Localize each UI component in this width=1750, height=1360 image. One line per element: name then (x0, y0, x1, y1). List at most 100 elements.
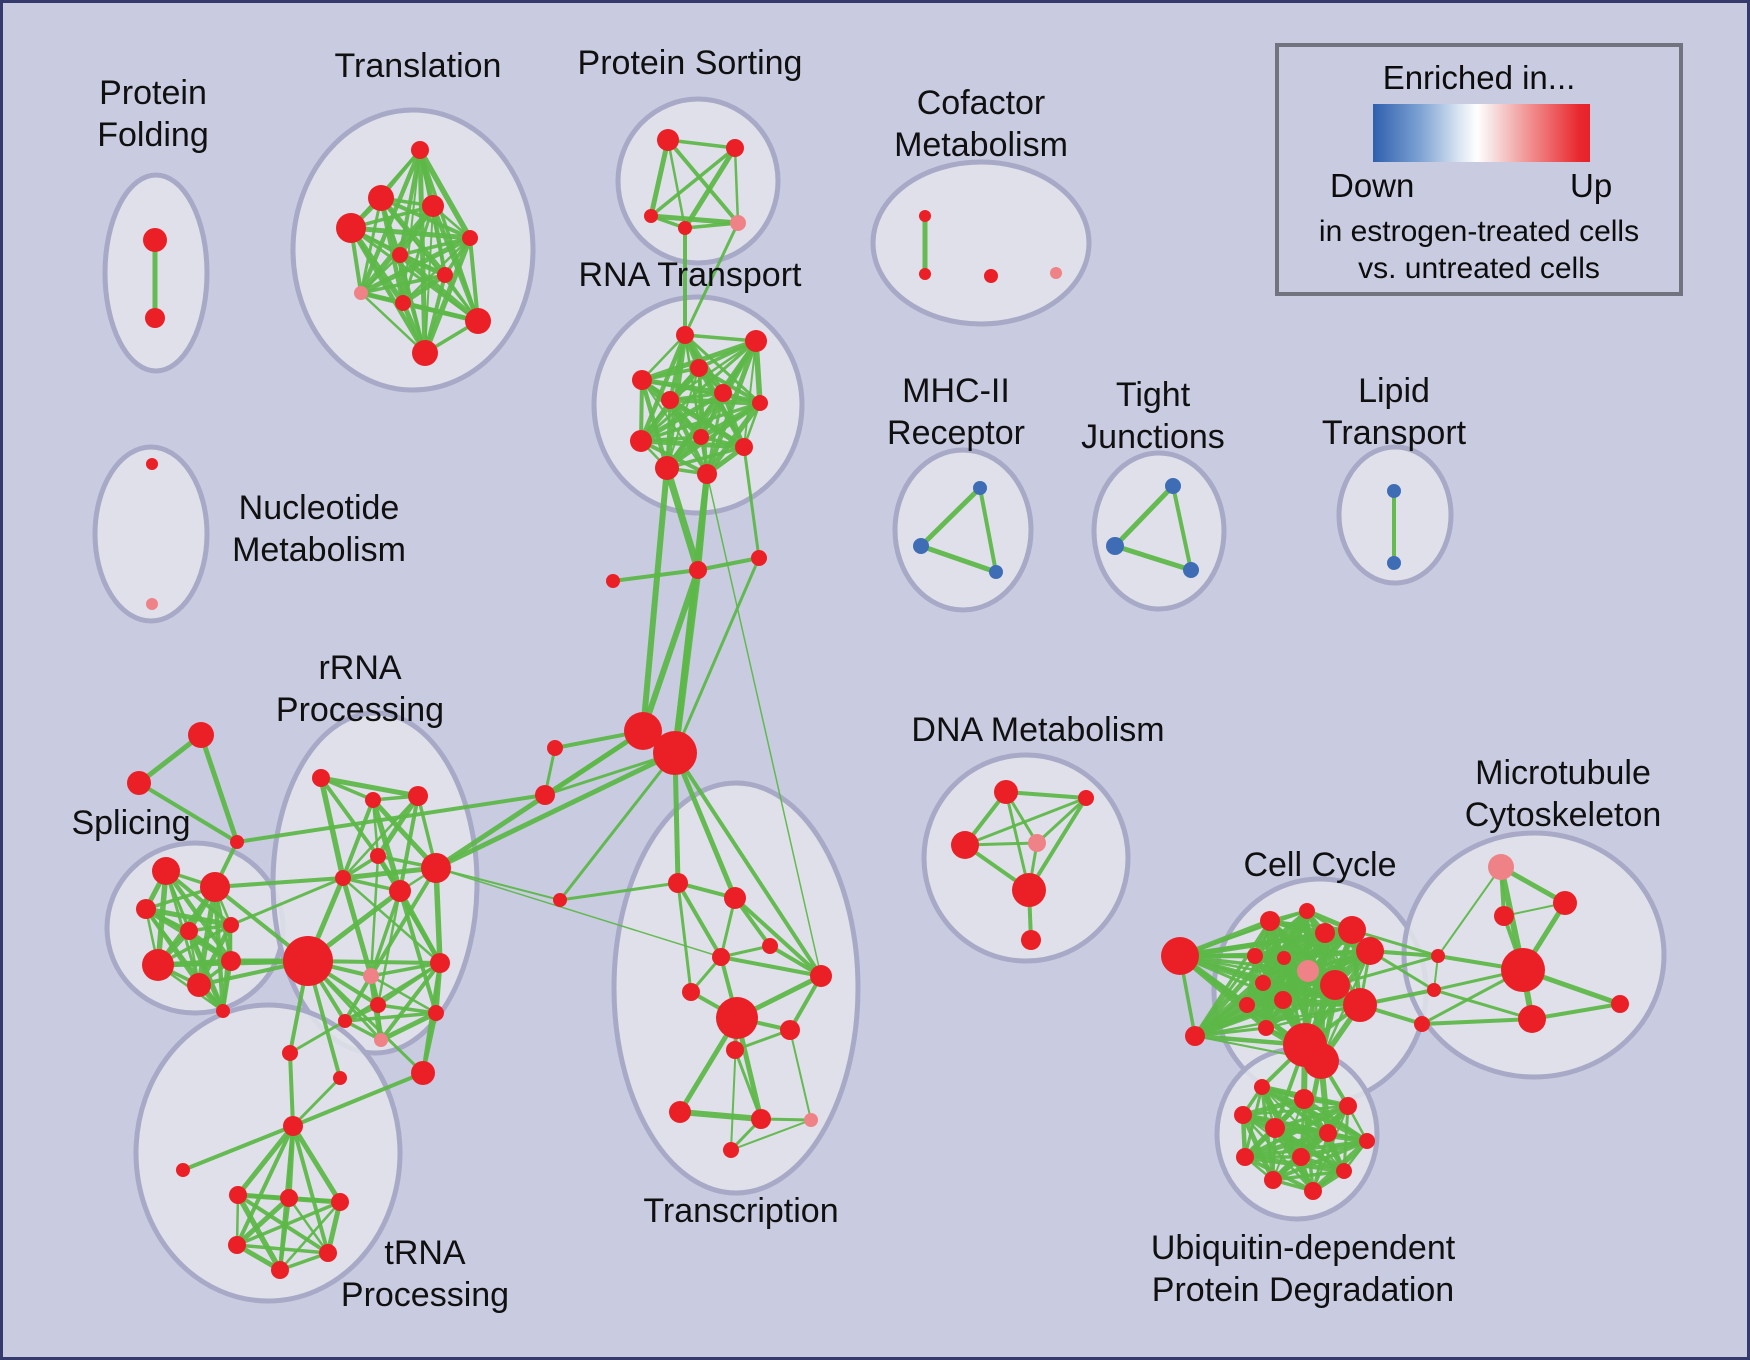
network-node (1299, 903, 1315, 919)
cluster-ellipse-mhc-ii-receptor (892, 447, 1034, 613)
network-edge (370, 797, 439, 871)
network-edge (468, 236, 480, 323)
cluster-label-rrna-processing: rRNA Processing (276, 649, 444, 729)
network-edge (136, 732, 204, 786)
network-node (354, 286, 368, 300)
network-edge (288, 1051, 295, 1128)
network-edge (704, 400, 763, 477)
cluster-label-cell-cycle: Cell Cycle (1243, 846, 1396, 884)
network-node (1303, 1043, 1339, 1079)
cluster-label-tight-junctions: Tight Junctions (1081, 376, 1225, 456)
cluster-label-transcription: Transcription (643, 1192, 838, 1230)
network-edge (1171, 484, 1193, 572)
network-node (465, 308, 491, 334)
network-node (1161, 937, 1199, 975)
network-node (1254, 1079, 1270, 1095)
network-node (690, 359, 708, 377)
network-edge (672, 750, 738, 901)
network-node (1183, 562, 1199, 578)
network-node (1236, 1148, 1254, 1166)
network-node (624, 712, 662, 750)
cluster-label-rna-transport: RNA Transport (579, 256, 803, 294)
network-node (1274, 991, 1292, 1009)
network-edge (1271, 1169, 1346, 1182)
cluster-ellipse-protein-sorting (615, 96, 781, 266)
network-node (1292, 1148, 1310, 1166)
cluster-ellipse-cofactor-metabolism (870, 159, 1092, 327)
network-node (1277, 951, 1291, 965)
network-edge (640, 465, 670, 734)
network-node (230, 835, 244, 849)
network-edge (639, 439, 709, 476)
network-edge (291, 1124, 330, 1255)
network-node (333, 1071, 347, 1085)
cluster-ellipse-trna-processing (133, 1002, 403, 1304)
network-edge (1035, 796, 1088, 845)
network-node (804, 1113, 818, 1127)
network-edge (234, 1195, 292, 1248)
network-edge (648, 213, 741, 226)
network-node (644, 209, 658, 223)
network-edge (348, 225, 428, 356)
network-edge (1193, 1026, 1268, 1038)
cluster-ellipse-tight-junctions (1091, 450, 1227, 612)
network-edge (343, 1011, 438, 1023)
network-edge (359, 253, 402, 295)
network-node (1336, 1163, 1352, 1179)
network-node (1414, 1016, 1430, 1032)
network-edge (359, 196, 383, 295)
cluster-label-splicing: Splicing (71, 804, 190, 842)
network-edge (676, 881, 723, 959)
network-node (1021, 930, 1041, 950)
network-edge (543, 751, 677, 797)
network-node (395, 295, 411, 311)
cluster-label-protein-sorting: Protein Sorting (578, 44, 803, 82)
network-node (180, 922, 198, 940)
network-edge (742, 445, 761, 560)
network-node (653, 731, 697, 775)
network-node (1106, 537, 1124, 555)
network-node (422, 195, 444, 217)
network-edge (398, 889, 438, 1015)
network-node (146, 458, 158, 470)
network-edge (348, 225, 473, 241)
network-edge (229, 876, 345, 927)
network-edge (730, 1119, 812, 1151)
network-node (919, 268, 931, 280)
network-edge (340, 875, 374, 979)
network-node (411, 141, 429, 159)
cluster-label-translation: Translation (335, 47, 502, 85)
network-node (223, 917, 239, 933)
network-node (668, 873, 688, 893)
network-node (142, 949, 174, 981)
network-edge (290, 1123, 343, 1205)
network-node (655, 456, 679, 480)
network-node (229, 1186, 247, 1204)
network-edge (666, 138, 740, 225)
network-edge (235, 1124, 295, 1247)
network-node (735, 438, 753, 456)
network-edge (398, 236, 472, 257)
cluster-label-mhc-ii-receptor: MHC-II Receptor (887, 372, 1025, 452)
network-edge (683, 221, 740, 337)
network-node (712, 948, 730, 966)
network-edge (235, 793, 547, 844)
network-edge (369, 866, 438, 978)
network-node (726, 1041, 744, 1059)
network-node (200, 872, 230, 902)
network-edge (1420, 1017, 1534, 1026)
legend-up-label: Up (1570, 167, 1613, 204)
network-node (462, 230, 478, 246)
network-edge (1245, 954, 1257, 1007)
cluster-label-protein-folding: Protein Folding (97, 74, 209, 154)
network-edge (789, 1029, 812, 1121)
network-node (913, 538, 929, 554)
network-edge (378, 1010, 439, 1043)
network-node (187, 973, 211, 997)
network-node (338, 1014, 352, 1028)
network-edge (697, 366, 762, 405)
network-edge (649, 146, 737, 218)
cluster-label-nucleotide-metabolism: Nucleotide Metabolism (232, 489, 406, 569)
network-edge (287, 1196, 330, 1255)
network-node (282, 1045, 298, 1061)
